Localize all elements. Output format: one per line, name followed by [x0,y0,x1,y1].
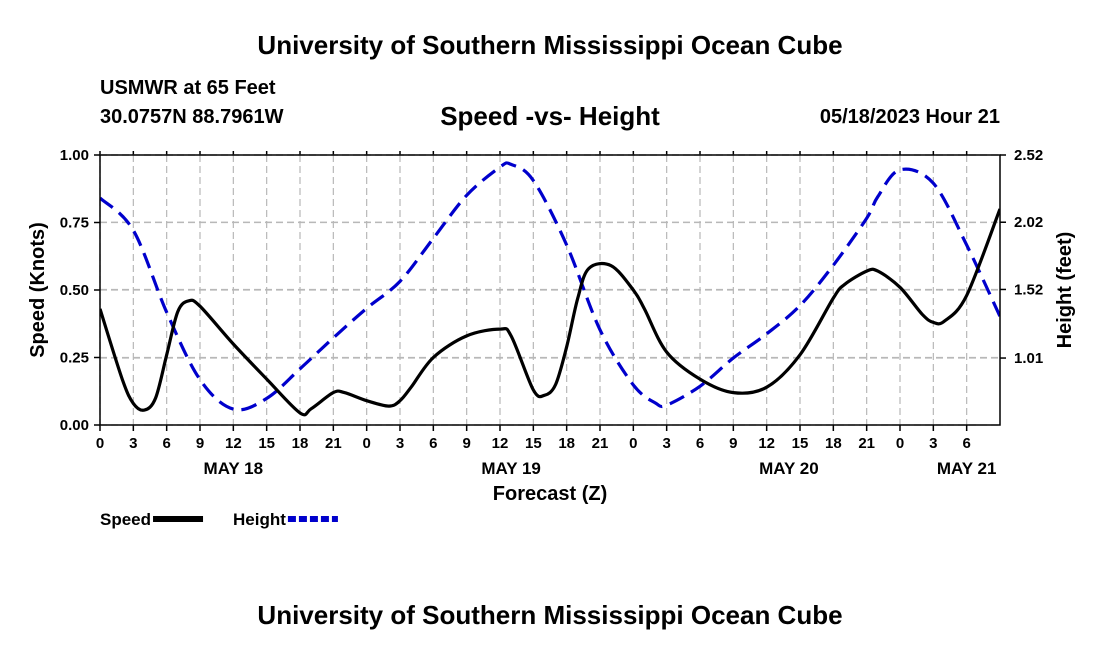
y-left-axis-title: Speed (Knots) [27,222,49,358]
x-tick-label: 18 [558,435,575,452]
x-tick-label: 15 [258,435,275,452]
x-tick-label: 3 [662,435,670,452]
x-tick-label: 6 [696,435,704,452]
x-tick-label: 21 [325,435,342,452]
plot-frame [99,154,1001,426]
x-tick-label: 21 [592,435,609,452]
x-tick-label: 18 [292,435,309,452]
y-right-tick-label: 1.01 [1014,350,1043,367]
x-tick-label: 9 [729,435,737,452]
y-left-tick-label: 0.75 [60,215,89,232]
y-right-axis-title: Height (feet) [1054,232,1076,349]
forecast-timestamp: 05/18/2023 Hour 21 [819,106,1000,128]
x-tick-label: 3 [929,435,937,452]
x-tick-label: 0 [629,435,637,452]
y-left-tick-label: 0.50 [60,282,89,299]
x-tick-label: 12 [758,435,775,452]
x-tick-label: 18 [825,435,842,452]
date-label: MAY 21 [937,459,997,478]
x-tick-label: 3 [396,435,404,452]
x-tick-label: 9 [462,435,470,452]
x-tick-label: 12 [492,435,509,452]
x-tick-label: 6 [429,435,437,452]
x-tick-label: 15 [525,435,542,452]
x-axis-title: Forecast (Z) [493,483,607,505]
x-tick-label: 0 [96,435,104,452]
x-tick-label: 0 [896,435,904,452]
station-coordinates: 30.0757N 88.7961W [100,106,284,128]
footer-title: University of Southern Mississippi Ocean… [257,600,843,630]
series-line-height [100,161,1000,412]
x-tick-label: 3 [129,435,137,452]
x-tick-label: 9 [196,435,204,452]
date-label: MAY 20 [759,459,819,478]
date-label: MAY 19 [481,459,541,478]
date-label: MAY 18 [204,459,264,478]
x-tick-label: 15 [792,435,809,452]
y-left-tick-label: 1.00 [60,147,89,164]
y-right-tick-label: 2.52 [1014,147,1043,164]
chart-title: Speed -vs- Height [440,101,660,131]
y-right-tick-label: 1.52 [1014,281,1043,298]
y-right-tick-label: 2.02 [1014,214,1043,231]
legend-label-speed: Speed [100,510,151,529]
x-tick-label: 21 [858,435,875,452]
x-tick-label: 12 [225,435,242,452]
main-title: University of Southern Mississippi Ocean… [257,30,843,60]
series-line-speed [100,208,1000,417]
x-tick-label: 6 [962,435,970,452]
station-label: USMWR at 65 Feet [100,77,276,99]
x-tick-label: 0 [362,435,370,452]
y-left-tick-label: 0.00 [60,417,89,434]
x-tick-label: 6 [162,435,170,452]
legend-label-height: Height [233,510,286,529]
y-left-tick-label: 0.25 [60,350,89,367]
